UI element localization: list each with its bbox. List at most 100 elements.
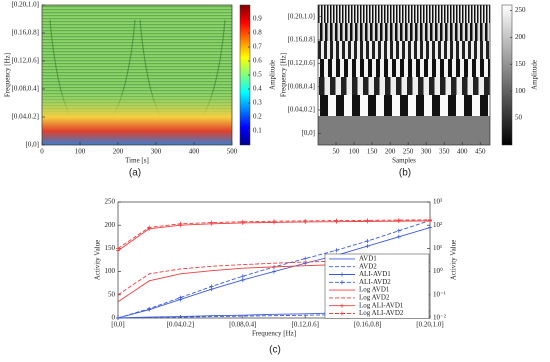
colorbar-tick-label: 0.9 — [253, 15, 262, 23]
y-tick-label: [0.20,1.0] — [288, 12, 315, 20]
plot-frame — [117, 201, 431, 319]
y-tick-label: 0 — [112, 314, 116, 322]
y-tick-label: 250 — [105, 198, 116, 206]
caption: (b) — [399, 168, 411, 179]
y2-axis-label: Activity Value — [450, 240, 458, 281]
marker — [116, 246, 120, 251]
heatmap-a — [42, 5, 232, 145]
y2-tick-label: 10³ — [433, 198, 442, 206]
y-tick-label: 50 — [108, 290, 116, 298]
y2-tick-label: 10¹ — [433, 244, 442, 252]
y-axis-label: Frequency [Hz] — [280, 53, 288, 97]
colorbar-label: Amplitude — [269, 60, 277, 90]
y-tick-label: 150 — [105, 244, 116, 252]
x-tick-label: 200 — [113, 148, 124, 156]
colorbar-tick-label: 0.2 — [253, 113, 262, 121]
legend-label: AVD2 — [359, 262, 377, 270]
x-axis-label: Frequency [Hz] — [252, 330, 296, 338]
y-tick-label: [0.12,0.6] — [288, 59, 315, 67]
x-tick-label: 350 — [439, 148, 450, 156]
x-tick-label: 100 — [75, 148, 86, 156]
legend-label: ALI-AVD1 — [359, 270, 391, 278]
x-tick-label: 300 — [151, 148, 162, 156]
y-axis-label: Activity Value — [94, 240, 102, 281]
y-tick-label: [0.20,1.0] — [12, 1, 39, 9]
legend-marker — [340, 303, 344, 308]
colorbar-tick-label: 0.1 — [253, 127, 262, 135]
marker — [178, 221, 183, 226]
marker — [147, 306, 152, 311]
marker — [272, 269, 276, 274]
y-tick-label: 100 — [105, 267, 116, 275]
legend-label: Log ALI-AVD2 — [359, 309, 404, 317]
y-tick-label: [0.12,0.6] — [12, 57, 39, 65]
marker — [365, 238, 370, 243]
y-tick-label: [0,0] — [302, 129, 315, 137]
x-tick-label: [0.12,0.6] — [291, 321, 318, 329]
colorbar-tick-label: 200 — [515, 33, 526, 41]
x-axis-label: Samples — [392, 157, 416, 165]
y2-tick-label: 10⁰ — [433, 267, 443, 275]
y-tick-label: [0,0] — [26, 141, 39, 149]
marker — [303, 218, 308, 223]
marker — [303, 256, 308, 261]
colorbar-tick-label: 0.3 — [253, 99, 262, 107]
marker — [178, 295, 183, 300]
marker — [240, 219, 245, 224]
colorbar-tick-label: 150 — [515, 60, 526, 68]
marker — [240, 274, 245, 279]
marker — [209, 220, 214, 225]
x-tick-label: 500 — [227, 148, 238, 156]
colorbar-tick-label: 250 — [515, 6, 526, 14]
colorbar-tick-label: 0.5 — [253, 71, 262, 79]
y2-tick-label: 10⁻² — [433, 314, 446, 322]
y-tick-label: [0.16,0.8] — [288, 36, 315, 44]
plot-frame — [41, 4, 233, 146]
x-tick-label: [0.08,0.4] — [229, 321, 256, 329]
x-tick-label: 450 — [475, 148, 486, 156]
marker — [428, 217, 432, 222]
marker — [428, 225, 432, 230]
marker — [396, 218, 401, 223]
marker — [365, 218, 370, 223]
marker — [334, 248, 339, 253]
y-tick-label: [0.04,0.2] — [12, 113, 39, 121]
y-tick-label: [0.08,0.4] — [288, 82, 315, 90]
x-tick-label: 400 — [189, 148, 200, 156]
caption: (a) — [129, 168, 141, 179]
legend-label: Log ALI-AVD1 — [359, 301, 404, 309]
y-tick-label: [0.08,0.4] — [12, 85, 39, 93]
image-b — [318, 5, 490, 145]
marker — [209, 284, 214, 289]
x-tick-label: 400 — [457, 148, 468, 156]
x-tick-label: [0,0] — [111, 321, 124, 329]
x-tick-label: [0.20,1.0] — [416, 321, 443, 329]
plot-frame — [317, 4, 491, 146]
legend-label: Log AVD2 — [359, 294, 390, 302]
x-tick-label: [0.16,0.8] — [354, 321, 381, 329]
colorbar-tick-label: 0.4 — [253, 85, 262, 93]
x-tick-label: 200 — [385, 148, 396, 156]
marker — [272, 219, 276, 224]
y-tick-label: [0.16,0.8] — [12, 29, 39, 37]
colorbar-tick-label: 100 — [515, 87, 526, 95]
y-axis-label: Frequency [Hz] — [4, 53, 12, 97]
y-tick-label: 200 — [105, 221, 116, 229]
x-tick-label: 0 — [40, 148, 44, 156]
legend-marker — [340, 311, 344, 316]
x-tick-label: 300 — [421, 148, 432, 156]
x-tick-label: 100 — [349, 148, 360, 156]
x-tick-label: [0.04,0.2] — [167, 321, 194, 329]
marker — [396, 228, 401, 233]
colorbar — [501, 4, 513, 146]
marker — [365, 244, 370, 249]
x-axis-label: Time [s] — [125, 157, 149, 165]
colorbar-label: Amplitude — [531, 60, 539, 90]
y2-tick-label: 10² — [433, 221, 442, 229]
marker — [116, 316, 120, 320]
caption: (c) — [269, 345, 281, 356]
colorbar-tick-label: 0.7 — [253, 43, 262, 51]
colorbar-tick-label: 0.6 — [253, 57, 262, 65]
x-tick-label: 50 — [333, 148, 341, 156]
